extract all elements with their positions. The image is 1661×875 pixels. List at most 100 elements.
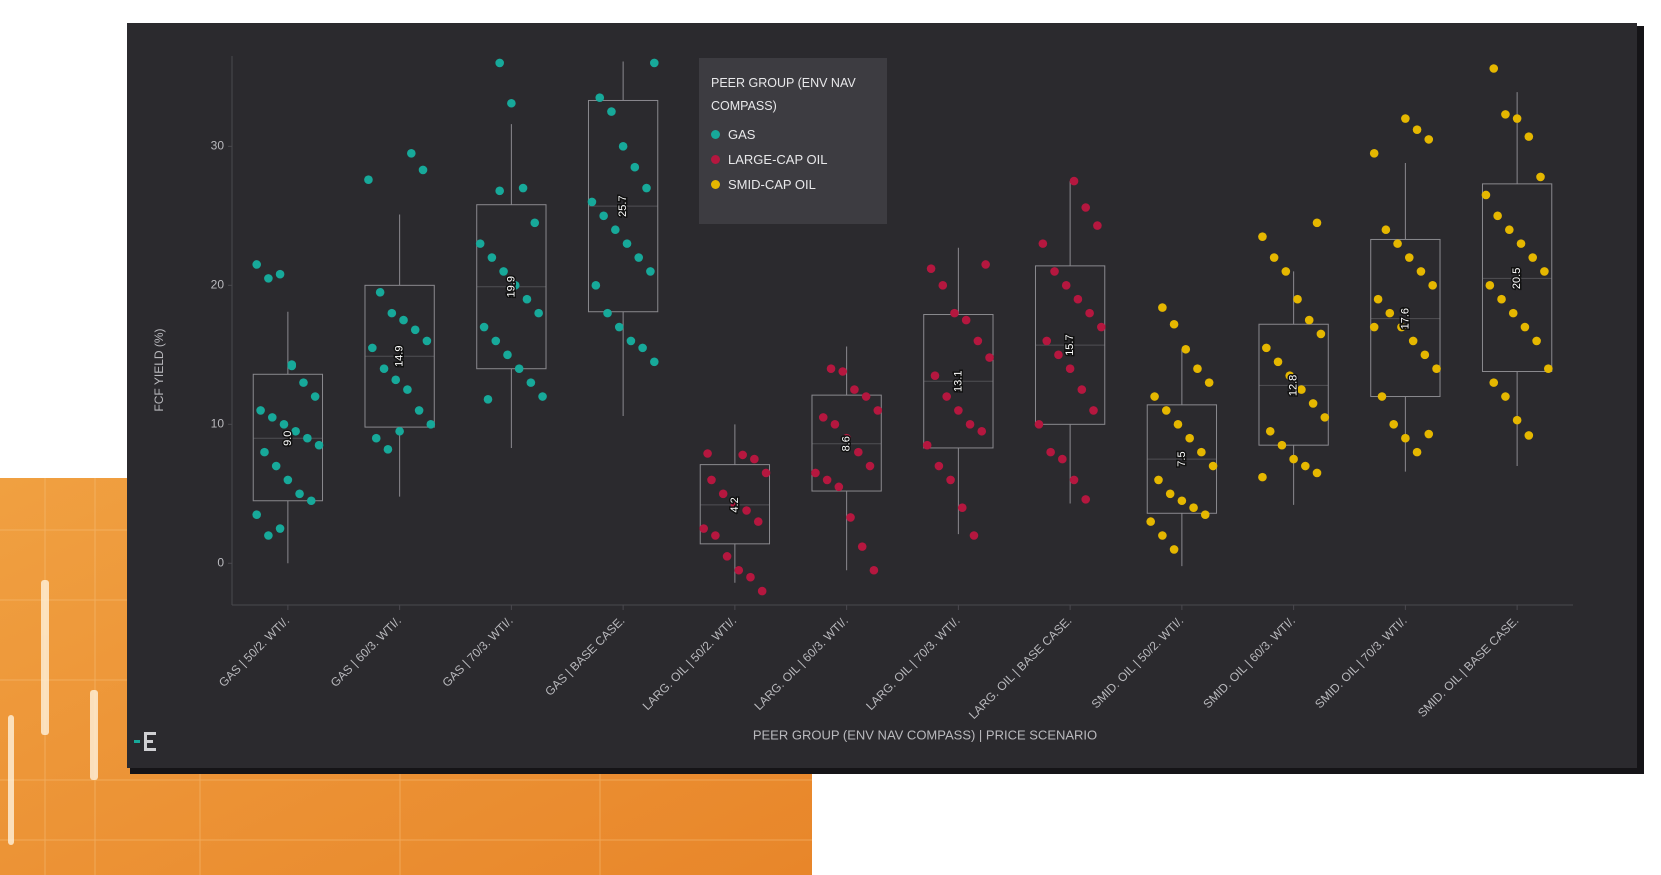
data-point <box>942 392 951 401</box>
legend-swatch <box>711 130 720 139</box>
legend-swatch <box>711 180 720 189</box>
data-point <box>611 225 620 235</box>
box <box>1370 238 1441 398</box>
data-point <box>1165 489 1175 499</box>
data-point <box>1293 294 1302 304</box>
data-point <box>279 420 289 429</box>
data-point <box>518 183 528 193</box>
data-point <box>934 461 944 471</box>
data-point <box>757 586 767 596</box>
box <box>923 314 994 449</box>
data-point <box>642 183 651 193</box>
data-point <box>1512 415 1522 425</box>
data-point <box>1428 281 1437 290</box>
data-point <box>722 552 732 561</box>
median-label: 7.5 <box>1176 451 1188 466</box>
data-point <box>495 186 504 196</box>
median-label: 20.5 <box>1511 268 1523 289</box>
data-point <box>926 264 936 273</box>
data-point <box>1173 420 1183 429</box>
data-point <box>522 294 532 304</box>
data-point <box>811 468 820 478</box>
data-point <box>842 433 851 443</box>
data-point <box>1489 64 1499 73</box>
median-label: 17.6 <box>1399 308 1411 329</box>
data-point <box>603 308 612 318</box>
data-point <box>830 420 840 429</box>
data-point <box>1054 350 1063 360</box>
data-point <box>1181 344 1191 354</box>
data-point <box>491 336 501 346</box>
data-point <box>483 394 493 404</box>
data-point <box>291 426 300 436</box>
data-point <box>1397 322 1406 332</box>
data-point <box>1505 225 1514 235</box>
data-point <box>422 336 432 346</box>
data-point <box>1524 431 1534 440</box>
data-point <box>1289 454 1298 464</box>
data-point <box>538 392 547 401</box>
data-point <box>275 524 285 533</box>
data-point <box>1281 267 1291 276</box>
data-point <box>1269 253 1279 262</box>
data-point <box>973 336 983 346</box>
data-point <box>1369 148 1379 158</box>
data-point <box>391 375 401 385</box>
data-point <box>1381 225 1391 235</box>
data-point <box>614 322 624 332</box>
data-point <box>1258 472 1267 482</box>
data-point <box>1077 385 1087 394</box>
data-point <box>930 371 940 380</box>
median-label: 8.6 <box>841 436 853 451</box>
data-point <box>587 197 597 207</box>
data-point <box>1520 322 1530 332</box>
data-point <box>1193 364 1202 374</box>
data-point <box>1501 392 1510 401</box>
data-point <box>738 450 747 460</box>
data-point <box>965 420 975 429</box>
median-label: 9.0 <box>282 431 294 446</box>
data-point <box>707 475 716 485</box>
data-point <box>622 239 632 248</box>
data-point <box>526 378 536 387</box>
decoration-candles <box>8 580 98 845</box>
data-point <box>1424 429 1434 439</box>
median-label: 14.9 <box>394 346 406 367</box>
data-point <box>753 517 763 526</box>
data-point <box>375 287 385 297</box>
box <box>1258 323 1329 446</box>
data-point <box>1058 454 1067 464</box>
data-point <box>283 475 293 485</box>
data-point <box>1308 399 1318 408</box>
data-point <box>252 260 261 269</box>
data-point <box>306 496 316 506</box>
data-point <box>1154 475 1163 485</box>
data-point <box>646 267 655 276</box>
data-point <box>1285 371 1295 380</box>
data-point <box>1034 420 1044 429</box>
data-point <box>383 445 393 454</box>
data-point <box>607 107 616 116</box>
logo <box>134 732 156 751</box>
data-point <box>969 531 979 540</box>
data-point <box>364 175 373 184</box>
data-point <box>314 440 324 450</box>
data-point <box>718 489 728 499</box>
data-point <box>865 461 875 471</box>
data-point <box>1416 267 1426 276</box>
data-point <box>1512 114 1522 123</box>
median-label: 4.2 <box>729 497 741 512</box>
data-point <box>1524 132 1534 141</box>
data-point <box>379 364 389 374</box>
data-point <box>1069 475 1079 485</box>
data-point <box>387 308 397 318</box>
data-point <box>252 510 261 519</box>
data-point <box>822 475 832 485</box>
data-point <box>1389 420 1398 429</box>
data-point <box>922 440 932 450</box>
data-point <box>368 343 377 353</box>
data-point <box>1093 221 1102 230</box>
data-point <box>1297 385 1306 394</box>
data-point <box>1528 253 1538 262</box>
data-point <box>1085 308 1094 318</box>
